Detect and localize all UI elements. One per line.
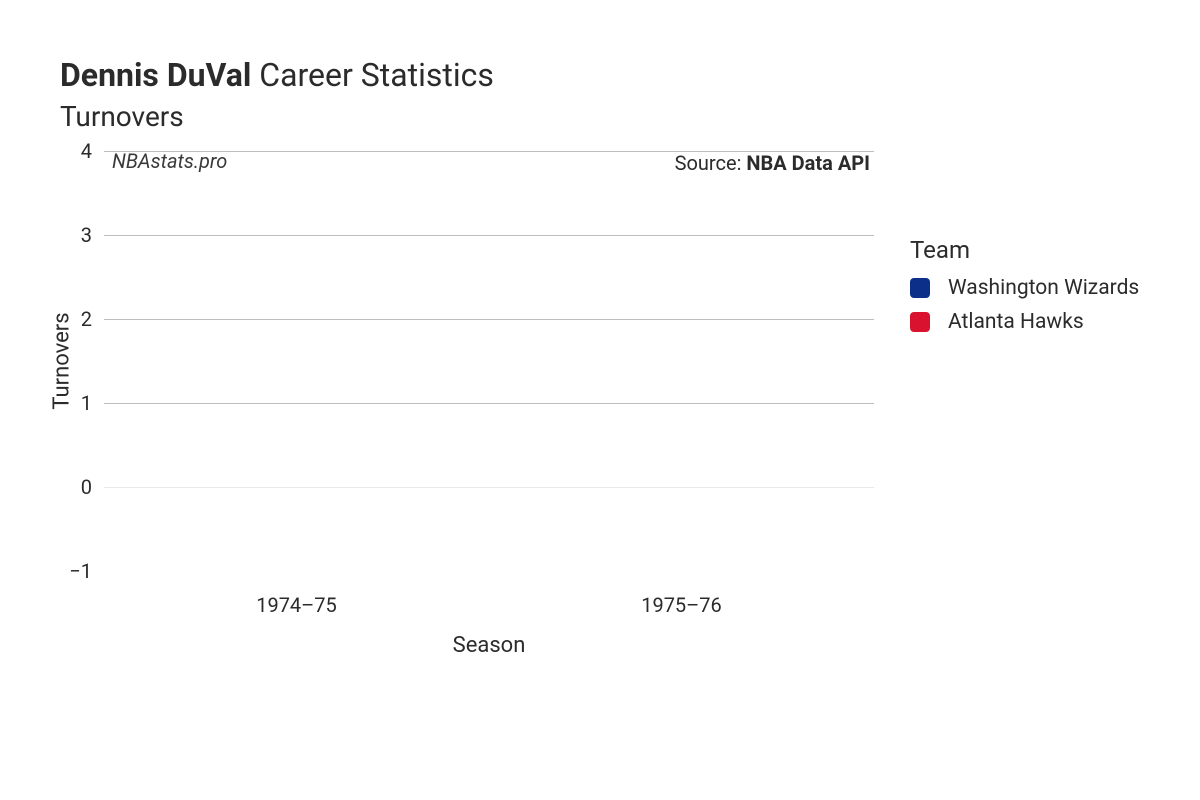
source-prefix: Source: xyxy=(675,151,747,175)
gridline xyxy=(104,235,874,236)
legend-title: Team xyxy=(910,236,1139,264)
gridline xyxy=(104,487,874,488)
chart-subtitle: Turnovers xyxy=(60,100,1160,133)
y-tick-label: 2 xyxy=(81,307,92,331)
gridline xyxy=(104,151,874,152)
plot-area: NBAstats.pro Source: NBA Data API −10123… xyxy=(104,151,874,571)
x-tick-label: 1974–75 xyxy=(256,593,337,617)
gridline xyxy=(104,319,874,320)
y-tick-label: 1 xyxy=(81,391,92,415)
legend-item: Atlanta Hawks xyxy=(910,310,1139,334)
legend-swatch xyxy=(910,278,930,298)
chart-title: Dennis DuVal Career Statistics xyxy=(60,56,1160,94)
y-axis-title: Turnovers xyxy=(50,312,75,409)
player-name: Dennis DuVal xyxy=(60,56,251,94)
legend-label: Washington Wizards xyxy=(948,276,1139,300)
x-axis-title: Season xyxy=(453,633,526,658)
legend-item: Washington Wizards xyxy=(910,276,1139,300)
legend-label: Atlanta Hawks xyxy=(948,310,1084,334)
watermark: NBAstats.pro xyxy=(112,149,227,173)
y-tick-label: 0 xyxy=(81,475,92,499)
legend-swatch xyxy=(910,312,930,332)
y-tick-label: 4 xyxy=(81,139,92,163)
legend-items: Washington Wizards Atlanta Hawks xyxy=(910,276,1139,334)
y-tick-label: −1 xyxy=(69,559,92,583)
legend: Team Washington Wizards Atlanta Hawks xyxy=(910,236,1139,344)
source-label: Source: NBA Data API xyxy=(675,151,870,175)
y-tick-label: 3 xyxy=(81,223,92,247)
title-suffix: Career Statistics xyxy=(251,56,494,94)
x-tick-label: 1975–76 xyxy=(641,593,722,617)
gridline xyxy=(104,403,874,404)
chart-container: Dennis DuVal Career Statistics Turnovers… xyxy=(60,56,1160,571)
source-name: NBA Data API xyxy=(746,151,870,175)
